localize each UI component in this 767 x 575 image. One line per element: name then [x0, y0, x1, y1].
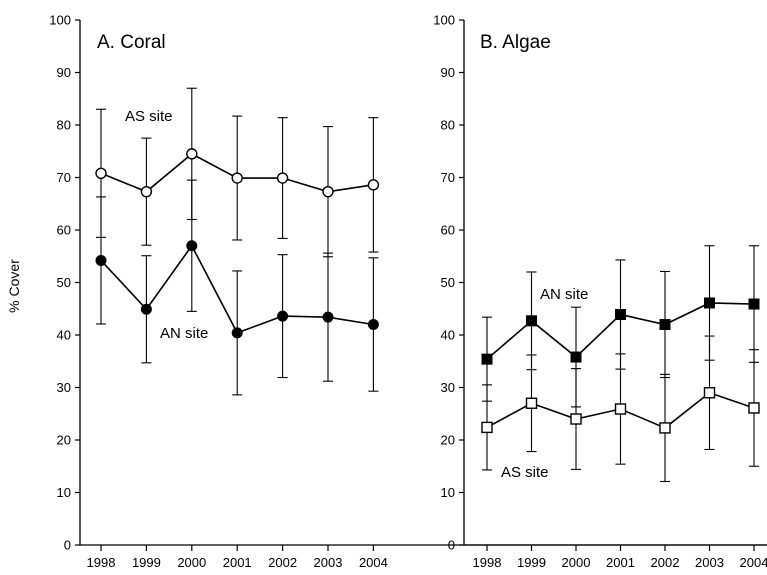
y-tick-label: 70: [441, 170, 455, 185]
x-tick-label: 2000: [177, 555, 206, 570]
y-axis-label: % Cover: [6, 259, 22, 313]
y-tick-label: 50: [441, 275, 455, 290]
series-filled-square: AN site: [481, 245, 760, 408]
data-point: [526, 315, 537, 327]
y-tick-label: 100: [433, 13, 455, 28]
x-tick-label: 1998: [473, 555, 502, 570]
y-tick-label: 60: [441, 223, 455, 238]
algae-panel: 0 10 20 30 40 50 60 70 80 90 100 1998 1999 2000 2001 20…: [433, 13, 767, 570]
y-tick-label: 10: [57, 485, 71, 500]
y-tick-label: 90: [441, 65, 455, 80]
data-point: [322, 185, 334, 198]
data-point: [322, 311, 334, 323]
data-point: [140, 303, 152, 315]
data-point: [570, 351, 582, 363]
data-point: [367, 179, 380, 191]
y-tick-label: 0: [448, 538, 455, 553]
panel-title: B. Algae: [480, 32, 551, 53]
y-tick-label: 30: [441, 380, 455, 395]
data-point: [704, 297, 715, 309]
data-point: [95, 167, 107, 180]
series-filled-circle: AN site: [95, 179, 379, 396]
data-point: [367, 319, 379, 330]
data-point: [659, 319, 671, 330]
y-tick-label: 20: [57, 433, 71, 448]
x-tick-label: 2001: [223, 555, 252, 570]
y-tick-label: 0: [64, 538, 71, 553]
y-tick-label: 80: [441, 118, 455, 133]
y-tick-label: 60: [57, 223, 71, 238]
data-point: [186, 240, 198, 252]
data-point: [525, 397, 538, 409]
series-open-circle: AS site: [95, 87, 380, 258]
y-tick-label: 50: [57, 275, 71, 290]
series-label: AS site: [501, 464, 549, 481]
data-point: [748, 298, 760, 310]
data-point: [277, 310, 289, 322]
x-tick-label: 2002: [651, 555, 680, 570]
x-tick-label: 1999: [517, 555, 546, 570]
data-point: [231, 172, 243, 184]
x-tick-label: 2004: [740, 555, 767, 570]
series-label: AN site: [540, 286, 588, 303]
x-tick-label: 2001: [606, 555, 635, 570]
data-point: [95, 254, 107, 266]
y-tick-label: 30: [57, 380, 71, 395]
data-point: [231, 327, 243, 339]
y-tick-label: 90: [57, 65, 71, 80]
y-tick-label: 100: [49, 13, 71, 28]
data-point: [703, 387, 716, 399]
series-label: AS site: [125, 108, 173, 125]
y-tick-label: 20: [441, 433, 455, 448]
y-tick-label: 80: [57, 118, 71, 133]
data-point: [615, 309, 626, 321]
data-point: [481, 353, 493, 365]
data-point: [140, 185, 153, 198]
x-tick-label: 2002: [268, 555, 297, 570]
x-tick-label: 2003: [695, 555, 724, 570]
series-open-square: AS site: [481, 335, 760, 483]
x-tick-label: 1999: [132, 555, 161, 570]
data-point: [659, 422, 671, 434]
data-point: [748, 402, 760, 414]
x-tick-label: 2004: [359, 555, 388, 570]
y-tick-label: 40: [441, 328, 455, 343]
x-tick-label: 1998: [87, 555, 116, 570]
y-tick-label: 40: [57, 328, 71, 343]
series-label: AN site: [160, 325, 208, 342]
data-point: [186, 148, 198, 160]
data-point: [276, 172, 289, 184]
panel-title: A. Coral: [97, 32, 166, 53]
y-tick-label: 70: [57, 170, 71, 185]
y-tick-label: 10: [441, 485, 455, 500]
data-point: [481, 421, 493, 434]
x-tick-label: 2000: [562, 555, 591, 570]
data-point: [570, 413, 582, 425]
x-tick-label: 2003: [314, 555, 343, 570]
data-point: [614, 403, 627, 415]
